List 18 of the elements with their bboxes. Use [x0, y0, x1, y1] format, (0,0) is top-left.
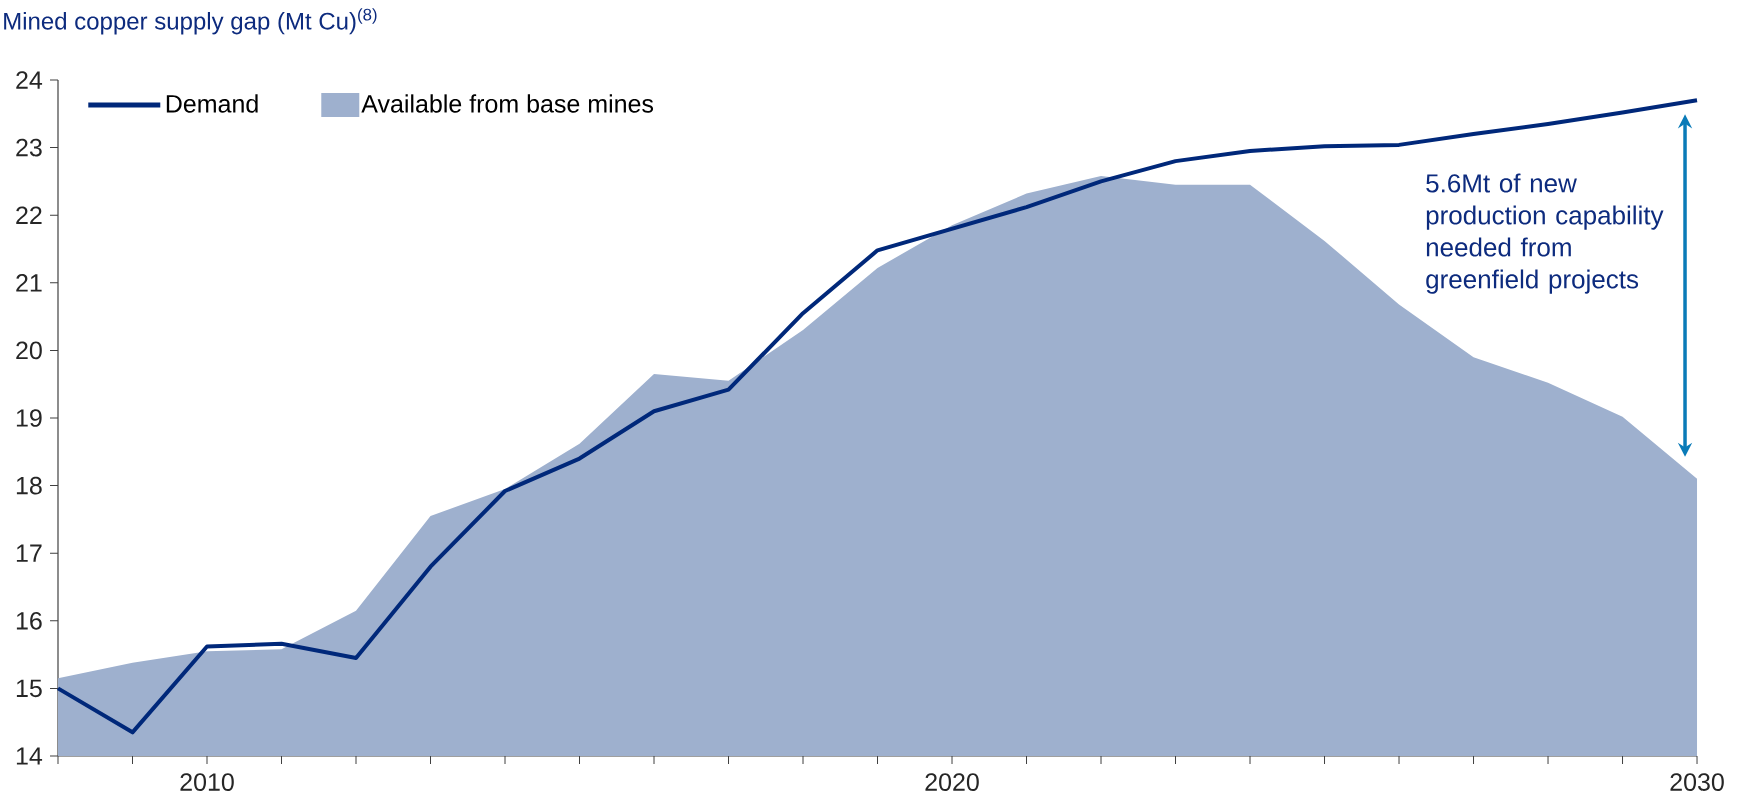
y-tick-label: 23 — [16, 138, 42, 157]
y-tick-label: 15 — [16, 679, 42, 698]
y-tick-label: 21 — [16, 274, 42, 292]
x-tick-label: 2010 — [180, 773, 234, 791]
y-tick-label: 14 — [16, 747, 43, 765]
legend-label: Demand — [166, 94, 258, 113]
y-tick-label: 24 — [16, 71, 43, 89]
y-tick-label: 20 — [16, 341, 42, 360]
y-tick-label: 18 — [16, 476, 42, 495]
chart-title: Mined copper supply gap (Mt Cu)$^{(8)}$ — [4, 8, 377, 35]
y-tick-label: 19 — [16, 409, 42, 427]
y-tick-label: 16 — [16, 611, 42, 630]
x-tick-label: 2030 — [1670, 773, 1724, 791]
y-tick-label: 17 — [16, 544, 42, 562]
y-tick-label: 22 — [16, 206, 42, 224]
annotation: 5.6Mt of new production capability needed from greenfield projects — [1426, 173, 1664, 294]
x-tick-label: 2020 — [925, 773, 979, 791]
legend-label: Available from base mines — [361, 94, 654, 113]
